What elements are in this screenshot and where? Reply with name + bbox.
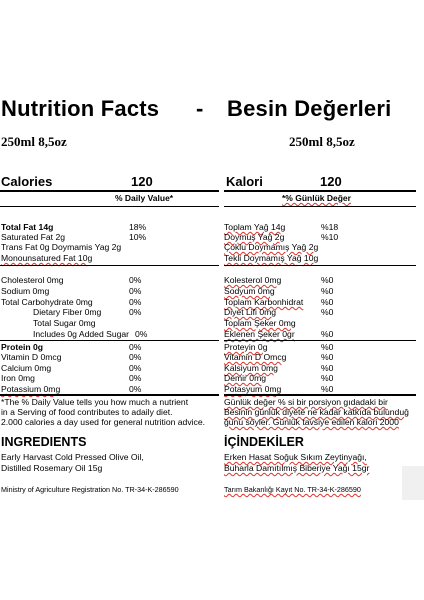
ingredients-en-line-1: Early Harvast Cold Pressed Olive Oil, [1, 452, 144, 462]
row-en-vitamin-d-value: 0% [129, 352, 142, 362]
row-en-total-fat-value: 18% [129, 222, 147, 232]
row-tr-potassium-value: %0 [321, 384, 334, 394]
row-tr-cholesterol-value: %0 [321, 275, 334, 285]
rule-calories-en [0, 190, 219, 192]
row-en-added-sugar: Includes 0g Added Sugar [33, 329, 130, 339]
registration-en: Ministry of Agriculture Registration No.… [1, 485, 179, 494]
row-tr-total-fat: Toplam Yağ 14g [224, 222, 286, 232]
row-tr-iron-value: %0 [321, 373, 334, 383]
row-en-total-sugar: Total Sugar 0mg [33, 318, 96, 328]
row-tr-saturated-fat-value: %10 [321, 232, 339, 242]
calories-label-tr: Kalori [226, 174, 263, 189]
ingredients-tr-line-2: Buharla Damıtılmış Biberiye Yağı 15gr [224, 463, 370, 473]
row-tr-protein: Proteyin 0g [224, 342, 268, 352]
title-en: Nutrition Facts [1, 96, 160, 121]
row-tr-added-sugar: Eklenen Şeker 0gr [224, 329, 295, 339]
shadow-block [402, 466, 424, 500]
row-en-vitamin-d: Vitamin D 0mcg [1, 352, 62, 362]
calories-label-en: Calories [1, 174, 53, 189]
row-tr-calcium: Kalsiyum 0mg [224, 363, 278, 373]
row-tr-dietary-fiber: Diyet Lifi 0mg [224, 307, 277, 317]
row-en-cholesterol-value: 0% [129, 275, 142, 285]
row-tr-sodium-value: %0 [321, 286, 334, 296]
row-en-added-sugar-value: 0% [135, 329, 148, 339]
ingredients-title-en: INGREDIENTS [1, 435, 87, 449]
row-en-trans-fat: Trans Fat 0g Doymamis Yag 2g [1, 242, 122, 252]
row-tr-total-sugar: Toplam Şeker 0mg [224, 318, 296, 328]
row-tr-protein-value: %0 [321, 342, 334, 352]
daily-value-header-en: % Daily Value* [115, 193, 174, 203]
row-en-iron: Iron 0mg [1, 373, 35, 383]
calories-value-en: 120 [131, 174, 153, 189]
row-en-protein: Protein 0g [1, 342, 43, 352]
row-tr-saturated-fat: Doymuş Yağ 2g [224, 232, 285, 242]
row-en-saturated-fat-value: 10% [129, 232, 147, 242]
rule-fat-tr [224, 265, 416, 266]
row-en-cholesterol: Cholesterol 0mg [1, 275, 64, 285]
footnote-en-line-3: 2.000 calories a day used for general nu… [1, 417, 205, 427]
row-en-sodium: Sodium 0mg [1, 286, 50, 296]
row-en-iron-value: 0% [129, 373, 142, 383]
serving-size-en: 250ml 8,5oz [1, 134, 67, 149]
row-tr-cholesterol: Kolesterol 0mg [224, 275, 282, 285]
row-tr-dietary-fiber-value: %0 [321, 307, 334, 317]
row-en-potassium-value: 0% [129, 384, 142, 394]
row-tr-potassium: Potasyum 0mg [224, 384, 282, 394]
row-tr-total-carbohydrate: Toplam Karbonhidrat [224, 297, 304, 307]
ingredients-tr-line-1: Erken Hasat Soğuk Sıkım Zeytinyağı, [224, 452, 367, 462]
rule-calories-tr [224, 190, 416, 192]
calories-value-tr: 120 [320, 174, 342, 189]
row-en-dietary-fiber-value: 0% [129, 307, 142, 317]
row-tr-iron: Demir 0mg [224, 373, 267, 383]
rule-fat-en [0, 265, 219, 266]
footnote-en-line-1: *The % Daily Value tells you how much a … [1, 397, 189, 407]
serving-size-tr: 250ml 8,5oz [289, 134, 355, 149]
rule-carb-tr [224, 340, 416, 341]
registration-tr: Tarım Bakanlığı Kayıt No. TR-34-K-286590 [224, 485, 361, 494]
rule-carb-en [0, 340, 219, 341]
title-tr: Besin Değerleri [227, 96, 392, 121]
rule-dv-en [0, 206, 219, 207]
row-en-calcium: Calcium 0mg [1, 363, 52, 373]
row-en-total-carbohydrate: Total Carbohydrate 0mg [1, 297, 93, 307]
title-dash: - [196, 96, 204, 121]
row-tr-monounsaturated-fat: Tekli Doymamış Yağ 10g [224, 253, 319, 263]
row-en-protein-label: Protein 0g [1, 342, 44, 352]
row-en-total-fat: Total Fat 14g [1, 222, 54, 232]
footnote-tr-line-2: Besinin günlük diyete ne kadar katkıda b… [224, 407, 409, 417]
row-en-protein-value: 0% [129, 342, 142, 352]
row-tr-total-fat-value: %18 [321, 222, 339, 232]
row-en-potassium: Potassium 0mg [1, 384, 61, 394]
row-tr-added-sugar-value: %0 [321, 329, 334, 339]
row-tr-total-carbohydrate-value: %0 [321, 297, 334, 307]
row-tr-polyunsaturated-fat: Çoklu Doymamış Yağ 2g [224, 242, 319, 252]
footnote-tr-line-1: Günlük değer % si bir porsiyon gıdadaki … [224, 397, 388, 407]
row-tr-calcium-value: %0 [321, 363, 334, 373]
row-en-dietary-fiber: Dietary Fiber 0mg [33, 307, 102, 317]
row-tr-vitamin-d: Vitamin D Omcg [224, 352, 287, 362]
footnote-tr-line-3: ğunu söyler. Günlük tavsiye edilen kalor… [224, 417, 399, 427]
row-en-sodium-value: 0% [129, 286, 142, 296]
ingredients-en-line-2: Distilled Rosemary Oil 15g [1, 463, 103, 473]
row-en-monounsaturated-fat: Monounsatured Fat 10g [1, 253, 93, 263]
ingredients-title-tr: İÇİNDEKİLER [224, 435, 304, 449]
row-en-total-carbohydrate-value: 0% [129, 297, 142, 307]
rule-dv-tr [224, 206, 416, 207]
row-tr-sodium: Sodyum 0mg [224, 286, 275, 296]
row-en-calcium-value: 0% [129, 363, 142, 373]
rule-footnote-tr [224, 394, 416, 396]
row-tr-vitamin-d-value: %0 [321, 352, 334, 362]
rule-footnote-en [0, 394, 219, 396]
row-en-saturated-fat: Saturated Fat 2g [1, 232, 66, 242]
daily-value-header-tr: *% Günlük Değer [282, 193, 351, 203]
footnote-en-line-2: in a Serving of food contributes to adai… [1, 407, 173, 417]
